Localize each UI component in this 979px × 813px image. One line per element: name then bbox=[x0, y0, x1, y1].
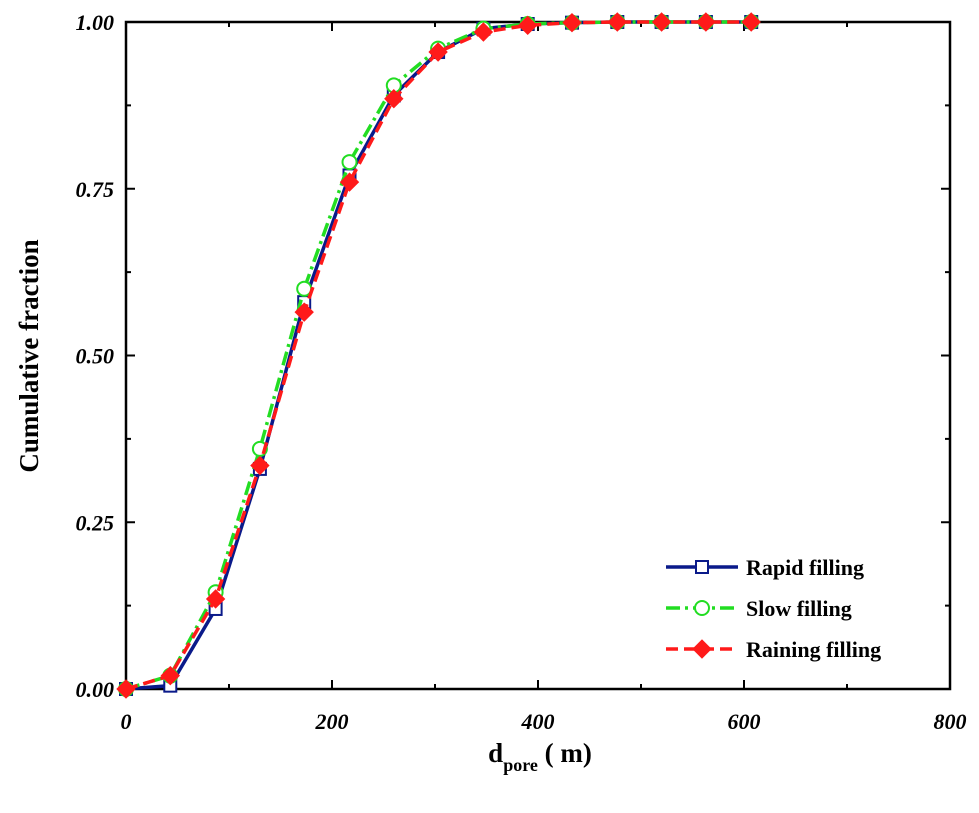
axes: 0 200 400 600 800 0.00 0.25 0.50 0.75 1.00 bbox=[76, 10, 967, 734]
plot-frame bbox=[124, 20, 952, 691]
series-raining-filling bbox=[116, 12, 761, 699]
data-point bbox=[116, 679, 136, 699]
x-axis-title-main: d bbox=[488, 738, 503, 768]
legend-marker bbox=[694, 600, 710, 616]
x-tick-label: 800 bbox=[934, 709, 967, 734]
legend: Rapid filling Slow filling Raining filling bbox=[666, 555, 881, 662]
y-tick-label: 0.00 bbox=[76, 677, 115, 702]
legend-marker bbox=[695, 560, 709, 574]
data-point bbox=[428, 42, 448, 62]
legend-item: Rapid filling bbox=[666, 555, 864, 580]
x-tick-label: 400 bbox=[521, 709, 555, 734]
data-point bbox=[339, 172, 360, 192]
x-tick-label: 0 bbox=[121, 709, 132, 734]
data-point bbox=[517, 15, 538, 36]
series-layer bbox=[116, 12, 761, 699]
y-tick-label: 0.50 bbox=[76, 344, 115, 369]
x-axis-title-rest: ( m) bbox=[538, 738, 592, 768]
legend-item: Raining filling bbox=[666, 637, 881, 662]
data-point bbox=[160, 665, 180, 686]
data-point bbox=[341, 154, 358, 171]
legend-marker bbox=[692, 639, 712, 659]
y-axis-title: Cumulative fraction bbox=[14, 239, 44, 472]
y-tick-label: 0.75 bbox=[76, 177, 115, 202]
x-tick-label: 200 bbox=[315, 709, 349, 734]
data-point bbox=[607, 12, 628, 32]
x-axis-title: dpore ( m) bbox=[488, 738, 592, 775]
legend-label: Slow filling bbox=[746, 596, 852, 621]
data-point bbox=[205, 589, 226, 609]
data-point bbox=[250, 455, 270, 476]
legend-label: Raining filling bbox=[746, 637, 881, 662]
legend-label: Rapid filling bbox=[746, 555, 864, 580]
legend-item: Slow filling bbox=[666, 596, 852, 621]
data-point bbox=[696, 12, 716, 32]
series-line bbox=[125, 20, 752, 691]
data-point bbox=[741, 12, 761, 32]
y-tick-label: 0.25 bbox=[76, 510, 115, 535]
x-axis-title-subscript: pore bbox=[503, 755, 538, 775]
data-point bbox=[384, 88, 404, 109]
x-tick-label: 600 bbox=[728, 709, 761, 734]
data-point bbox=[294, 302, 314, 322]
data-point bbox=[562, 12, 582, 33]
data-point bbox=[473, 22, 494, 42]
y-tick-label: 1.00 bbox=[76, 10, 115, 35]
data-point bbox=[651, 12, 672, 32]
